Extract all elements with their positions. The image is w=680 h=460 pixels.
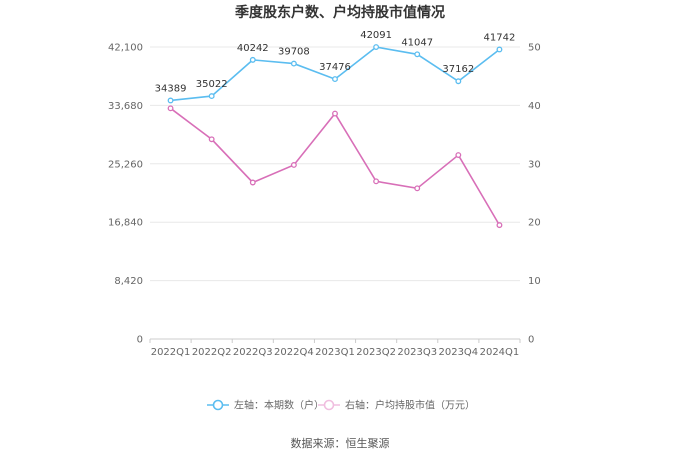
- x-tick-label: 2022Q3: [233, 347, 273, 358]
- left-tick-label: 16,840: [108, 218, 143, 229]
- data-point: [332, 76, 338, 83]
- data-point: [373, 44, 380, 51]
- x-tick-label: 2024Q1: [480, 347, 520, 358]
- data-label: 41047: [401, 37, 433, 48]
- data-point: [290, 162, 297, 168]
- legend-label: 左轴：本期数（户）: [234, 399, 324, 412]
- right-tick-label: 10: [528, 276, 541, 287]
- x-axis: 2022Q1 2022Q2 2022Q3 2022Q4 2023Q1 2023Q2 2023…: [149, 339, 521, 358]
- data-label: 35022: [196, 79, 228, 90]
- data-point: [167, 97, 174, 104]
- left-tick-label: 0: [137, 335, 143, 346]
- x-tick-label: 2023Q4: [438, 347, 478, 358]
- left-tick-label: 8,420: [114, 276, 143, 287]
- left-tick-label: 42,100: [108, 43, 143, 54]
- legend-marker: [212, 399, 224, 411]
- data-point: [332, 110, 338, 117]
- data-point: [414, 51, 421, 58]
- series: 34389 35022 40242 39708 37476 42091 41047 37162…: [155, 30, 516, 229]
- data-label: 37476: [319, 62, 351, 73]
- data-source: 数据来源：恒生聚源: [291, 436, 390, 450]
- data-label: 39708: [278, 47, 310, 58]
- right-tick-label: 0: [528, 335, 534, 346]
- chart-title: 季度股东户数、户均持股市值情况: [234, 4, 445, 21]
- x-tick-label: 2022Q1: [151, 347, 191, 358]
- right-axis: 0 10 20 30 40 50: [528, 43, 541, 346]
- right-tick-label: 40: [528, 101, 541, 112]
- data-label: 42091: [360, 30, 392, 41]
- left-tick-label: 25,260: [108, 159, 143, 170]
- data-point: [373, 178, 380, 185]
- data-label: 37162: [442, 64, 474, 75]
- data-point: [455, 152, 462, 158]
- x-tick-label: 2023Q1: [315, 347, 355, 358]
- series-line-1: [170, 107, 501, 226]
- data-point: [414, 185, 421, 192]
- legend-marker: [323, 399, 335, 411]
- left-axis: 0 8,420 16,840 25,260 33,680 42,100: [108, 43, 143, 346]
- x-tick-label: 2022Q4: [274, 347, 314, 358]
- x-tick-label: 2023Q3: [397, 347, 437, 358]
- data-point: [208, 93, 215, 100]
- legend[interactable]: 左轴：本期数（户） 右轴：户均持股市值（万元）: [207, 399, 475, 412]
- data-point: [290, 60, 297, 67]
- data-point: [208, 136, 215, 143]
- data-label: 40242: [237, 43, 269, 54]
- data-point: [455, 78, 462, 85]
- data-point: [167, 105, 174, 112]
- data-point: [249, 56, 256, 63]
- left-tick-label: 33,680: [108, 101, 143, 112]
- legend-label: 右轴：户均持股市值（万元）: [345, 399, 475, 412]
- legend-item-1[interactable]: 右轴：户均持股市值（万元）: [318, 399, 475, 412]
- right-tick-label: 20: [528, 218, 541, 229]
- grid: [150, 46, 520, 340]
- right-tick-label: 30: [528, 159, 541, 170]
- legend-item-0[interactable]: 左轴：本期数（户）: [207, 399, 324, 412]
- data-point: [496, 46, 503, 53]
- data-label: 34389: [155, 83, 187, 94]
- right-tick-label: 50: [528, 43, 541, 54]
- x-tick-label: 2022Q2: [192, 347, 232, 358]
- data-label: 41742: [484, 32, 516, 43]
- data-point: [249, 179, 256, 186]
- data-point: [496, 222, 503, 229]
- x-tick-label: 2023Q2: [356, 347, 396, 358]
